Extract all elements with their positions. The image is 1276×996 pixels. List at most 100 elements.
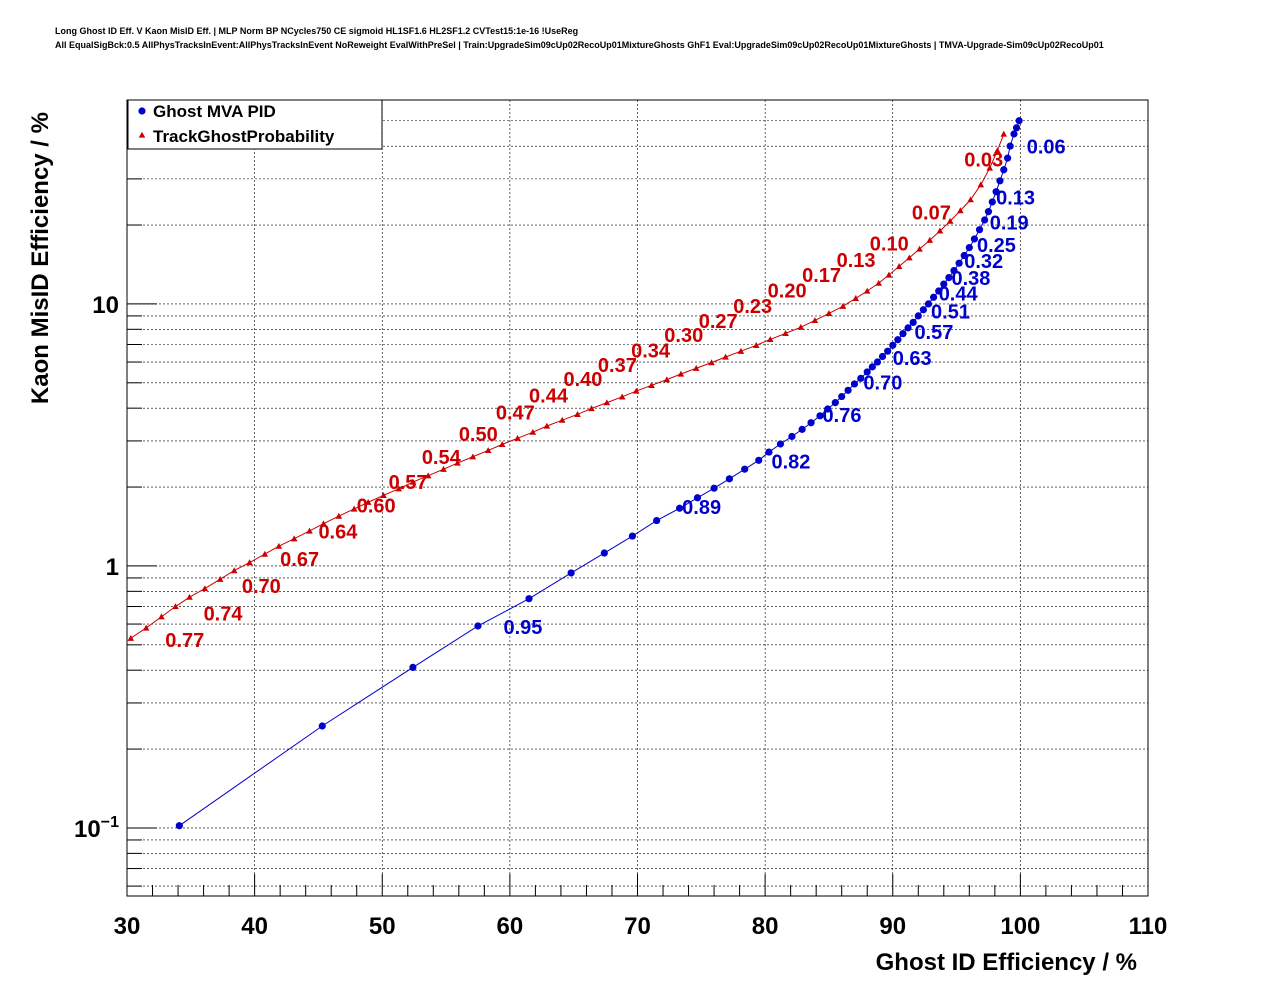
data-point — [970, 235, 979, 243]
data-point — [306, 527, 313, 534]
data-point — [988, 198, 996, 206]
data-point — [1004, 154, 1012, 162]
cut-value-label: 0.50 — [459, 424, 498, 446]
data-point — [484, 447, 492, 454]
cut-value-label: 0.34 — [631, 340, 671, 362]
data-point — [811, 317, 819, 324]
data-point — [919, 306, 927, 314]
cut-value-label: 0.40 — [563, 369, 602, 391]
legend-label-trackghostprobability: TrackGhostProbability — [153, 127, 335, 146]
data-point — [824, 405, 832, 413]
cut-value-label: 0.54 — [422, 447, 462, 469]
y-tick-label: 1 — [106, 554, 119, 581]
data-point — [965, 244, 973, 252]
data-point — [914, 312, 922, 320]
data-point — [677, 370, 685, 377]
cut-value-labels: 0.950.890.820.760.700.630.570.510.440.38… — [165, 136, 1065, 652]
chart-title-line-1: Long Ghost ID Eff. V Kaon MisID Eff. | M… — [55, 26, 579, 36]
cut-value-label: 0.70 — [863, 372, 902, 394]
data-point — [936, 227, 944, 234]
data-point — [899, 330, 907, 338]
data-point — [782, 330, 789, 336]
x-tick-labels: 30 40 50 60 70 80 90 100 110 — [114, 913, 1168, 940]
data-point — [909, 318, 917, 326]
data-point — [514, 434, 521, 441]
data-point — [158, 613, 165, 620]
data-point — [216, 575, 224, 582]
y-tick-labels: 10−1 1 10 — [74, 292, 119, 843]
data-point — [929, 293, 938, 301]
data-point — [977, 181, 985, 188]
cut-value-label: 0.70 — [242, 576, 281, 598]
cut-value-label: 0.82 — [772, 452, 811, 474]
cut-value-label: 0.23 — [733, 296, 772, 318]
data-point — [996, 177, 1004, 185]
data-point — [290, 535, 298, 542]
y-tick-label: 10−1 — [74, 814, 119, 843]
data-point — [755, 456, 763, 464]
data-point — [904, 324, 912, 332]
data-point — [693, 494, 702, 502]
cut-value-label: 0.60 — [357, 495, 396, 517]
data-point — [850, 380, 859, 388]
x-tick-label: 100 — [1000, 913, 1040, 940]
cut-value-label: 0.95 — [503, 617, 542, 639]
cut-value-label: 0.25 — [977, 235, 1016, 257]
x-axis-label: Ghost ID Efficiency / % — [876, 949, 1137, 976]
data-point — [588, 405, 595, 412]
data-point — [752, 342, 760, 348]
data-point — [201, 585, 209, 592]
data-point — [409, 478, 417, 485]
data-point — [807, 419, 815, 427]
data-point — [816, 412, 824, 420]
data-point — [708, 359, 715, 366]
data-point — [574, 411, 581, 417]
data-point — [498, 441, 506, 448]
data-point — [737, 347, 745, 354]
data-point — [529, 428, 537, 435]
cut-value-label: 0.30 — [664, 325, 703, 347]
data-point — [628, 532, 636, 540]
data-point — [474, 622, 482, 630]
data-point — [868, 363, 876, 371]
data-point — [894, 336, 902, 344]
data-point — [600, 549, 608, 557]
cut-value-label: 0.57 — [914, 322, 953, 344]
data-point — [906, 254, 913, 261]
data-point — [992, 188, 1000, 196]
data-point — [798, 425, 806, 433]
data-point — [350, 505, 358, 512]
cut-value-label: 0.63 — [893, 348, 932, 370]
x-tick-label: 40 — [241, 913, 268, 940]
data-point — [741, 465, 749, 473]
data-point — [395, 485, 403, 492]
data-point — [320, 520, 327, 527]
cut-value-label: 0.76 — [823, 405, 862, 427]
data-point — [986, 164, 994, 171]
cut-value-label: 0.64 — [318, 522, 358, 544]
data-point — [857, 374, 865, 382]
data-point — [955, 259, 963, 267]
data-point — [1012, 124, 1021, 132]
data-point — [967, 196, 974, 203]
x-tick-label: 50 — [369, 913, 396, 940]
data-point — [543, 422, 551, 429]
cut-value-label: 0.10 — [870, 233, 909, 255]
data-point — [663, 376, 671, 383]
data-point — [424, 472, 432, 479]
x-tick-label: 60 — [497, 913, 524, 940]
data-point — [186, 593, 193, 600]
plot-frame — [126, 99, 1149, 897]
data-point — [916, 245, 923, 252]
data-point — [766, 336, 774, 343]
data-point — [797, 323, 805, 330]
data-point — [558, 416, 566, 423]
grid-lines — [127, 99, 1148, 896]
y-axis-label: Kaon MisID Efficiency / % — [27, 112, 54, 404]
x-tick-label: 70 — [624, 913, 651, 940]
data-point — [1015, 117, 1023, 125]
data-point — [831, 399, 839, 407]
data-point — [230, 567, 238, 574]
data-point — [875, 279, 883, 286]
cut-value-label: 0.03 — [964, 149, 1003, 171]
